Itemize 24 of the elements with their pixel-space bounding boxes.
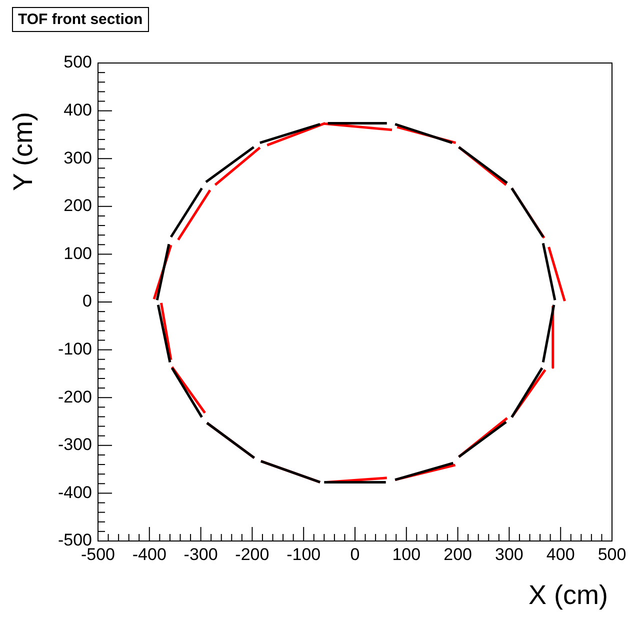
x-tick-label: -300 bbox=[184, 544, 218, 564]
x-tick-label: 500 bbox=[598, 544, 626, 564]
y-tick-label: 100 bbox=[64, 244, 92, 263]
y-tick-label: -400 bbox=[58, 482, 92, 502]
chart-title: TOF front section bbox=[12, 7, 149, 32]
y-tick-label: -200 bbox=[58, 387, 92, 406]
x-tick-label: 100 bbox=[392, 544, 421, 564]
y-tick-label: 500 bbox=[64, 52, 92, 72]
x-axis-title: X (cm) bbox=[528, 580, 608, 611]
x-tick-label: -500 bbox=[80, 544, 116, 564]
y-tick-label: 200 bbox=[64, 196, 92, 216]
y-tick-label: 0 bbox=[82, 292, 92, 311]
y-tick-label: -100 bbox=[58, 339, 92, 358]
x-tick-label: 400 bbox=[546, 544, 575, 564]
y-axis-title: Y (cm) bbox=[8, 112, 39, 191]
y-tick-label: -300 bbox=[58, 435, 92, 454]
x-tick-label: 200 bbox=[444, 544, 472, 564]
x-tick-label: -100 bbox=[286, 544, 321, 564]
y-tick-label: 400 bbox=[64, 100, 92, 120]
x-tick-label: -400 bbox=[132, 544, 166, 564]
x-tick-label: -200 bbox=[235, 544, 270, 564]
x-tick-label: 0 bbox=[350, 544, 360, 564]
y-tick-label: 300 bbox=[64, 148, 92, 168]
x-tick-label: 300 bbox=[495, 544, 524, 564]
